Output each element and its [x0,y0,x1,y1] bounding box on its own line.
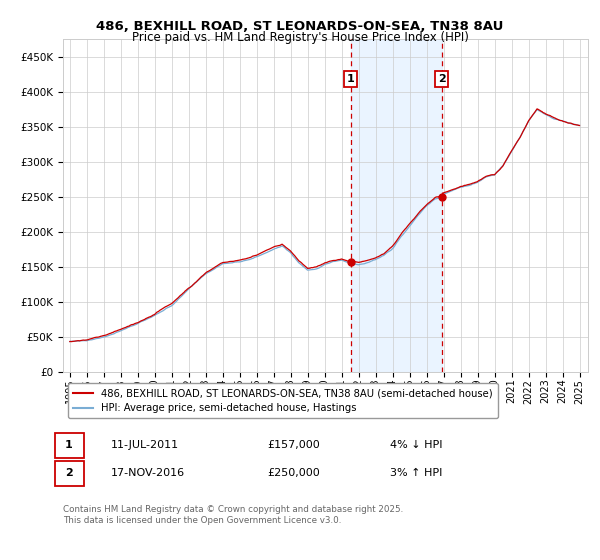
Text: Price paid vs. HM Land Registry's House Price Index (HPI): Price paid vs. HM Land Registry's House … [131,31,469,44]
Text: 11-JUL-2011: 11-JUL-2011 [111,440,179,450]
Text: 486, BEXHILL ROAD, ST LEONARDS-ON-SEA, TN38 8AU: 486, BEXHILL ROAD, ST LEONARDS-ON-SEA, T… [97,20,503,32]
Text: 4% ↓ HPI: 4% ↓ HPI [390,440,443,450]
Text: 2: 2 [437,74,445,84]
Text: £250,000: £250,000 [267,468,320,478]
Text: 2: 2 [65,468,73,478]
Text: Contains HM Land Registry data © Crown copyright and database right 2025.
This d: Contains HM Land Registry data © Crown c… [63,505,403,525]
Text: 1: 1 [65,440,73,450]
Text: 1: 1 [347,74,355,84]
Text: £157,000: £157,000 [267,440,320,450]
Legend: 486, BEXHILL ROAD, ST LEONARDS-ON-SEA, TN38 8AU (semi-detached house), HPI: Aver: 486, BEXHILL ROAD, ST LEONARDS-ON-SEA, T… [68,383,497,418]
Text: 3% ↑ HPI: 3% ↑ HPI [390,468,442,478]
Text: 17-NOV-2016: 17-NOV-2016 [111,468,185,478]
